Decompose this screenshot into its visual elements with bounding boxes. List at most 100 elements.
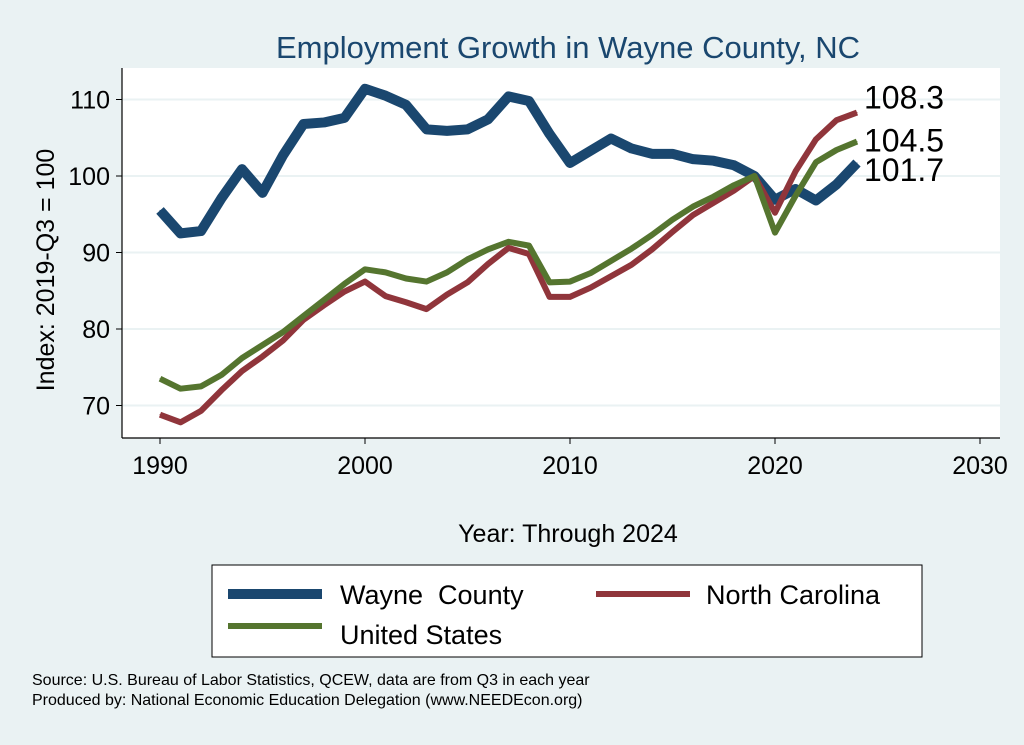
data-point: [262, 356, 263, 358]
data-point: [610, 138, 612, 140]
data-point: [651, 153, 653, 155]
data-point: [713, 160, 714, 162]
data-point: [692, 206, 694, 208]
data-point: [446, 130, 448, 132]
legend-label: United States: [340, 620, 502, 650]
data-point: [282, 339, 284, 341]
data-point: [405, 104, 407, 106]
data-point: [856, 141, 858, 143]
data-point: [815, 199, 817, 201]
data-point: [323, 299, 325, 301]
data-point: [323, 304, 325, 306]
end-label: 104.5: [864, 123, 944, 159]
data-point: [180, 388, 181, 390]
x-tick-label: 1990: [132, 452, 188, 480]
data-point: [528, 245, 530, 247]
data-point: [836, 119, 837, 121]
end-label: 108.3: [864, 80, 944, 116]
data-point: [303, 315, 304, 317]
data-point: [467, 258, 468, 260]
legend-label: North Carolina: [706, 580, 881, 610]
x-tick-label: 2030: [952, 452, 1008, 480]
x-tick-label: 2010: [542, 452, 598, 480]
data-point: [733, 190, 735, 192]
data-point: [856, 112, 858, 114]
data-point: [221, 197, 222, 199]
data-point: [508, 95, 509, 97]
x-axis-label: Year: Through 2024: [458, 520, 678, 548]
data-point: [323, 121, 325, 123]
data-point: [364, 88, 366, 90]
data-point: [692, 158, 694, 160]
data-point: [241, 370, 243, 372]
data-point: [200, 410, 202, 412]
data-point: [385, 271, 386, 273]
data-point: [651, 234, 653, 236]
y-tick-label: 100: [68, 163, 110, 191]
data-point: [508, 241, 509, 243]
data-point: [282, 154, 284, 156]
data-point: [426, 308, 427, 310]
data-point: [364, 281, 366, 283]
data-point: [569, 296, 571, 298]
data-point: [631, 264, 632, 266]
data-point: [344, 283, 345, 285]
data-point: [713, 202, 714, 204]
y-tick-label: 80: [82, 316, 110, 344]
data-point: [467, 281, 468, 283]
data-point: [487, 248, 489, 250]
data-point: [610, 275, 612, 277]
data-point: [467, 128, 468, 130]
data-point: [303, 123, 304, 125]
y-tick-label: 70: [82, 393, 110, 421]
data-point: [508, 247, 509, 249]
legend: [211, 564, 923, 658]
data-point: [282, 331, 284, 333]
data-point: [487, 118, 489, 120]
x-tick-label: 2020: [747, 452, 803, 480]
y-tick-label: 110: [70, 87, 110, 115]
data-point: [672, 219, 673, 221]
data-point: [590, 150, 591, 152]
data-point: [262, 344, 263, 346]
producer-note: Produced by: National Economic Education…: [32, 692, 583, 709]
data-point: [569, 162, 571, 164]
data-point: [672, 153, 673, 155]
data-point: [549, 281, 550, 283]
y-axis-label: Index: 2019-Q3 = 100: [32, 149, 60, 392]
data-point: [221, 389, 222, 391]
data-point: [426, 128, 427, 130]
data-point: [344, 291, 345, 293]
data-point: [631, 248, 632, 250]
data-point: [159, 378, 161, 380]
data-point: [446, 294, 448, 296]
data-point: [385, 295, 386, 297]
data-point: [672, 231, 673, 233]
data-point: [774, 212, 776, 214]
data-point: [795, 188, 796, 190]
data-point: [590, 272, 591, 274]
end-label: 101.7: [864, 152, 944, 188]
data-point: [385, 95, 386, 97]
data-point: [241, 357, 243, 359]
data-point: [180, 232, 181, 234]
data-point: [364, 268, 366, 270]
chart-title: Employment Growth in Wayne County, NC: [276, 30, 860, 65]
x-tick-label: 2000: [337, 452, 393, 480]
data-point: [754, 175, 755, 177]
data-point: [487, 263, 489, 265]
data-point: [836, 183, 837, 185]
data-point: [528, 100, 530, 102]
data-point: [528, 253, 530, 255]
data-point: [590, 287, 591, 289]
data-point: [692, 214, 694, 216]
data-point: [651, 248, 653, 250]
source-note: Source: U.S. Bureau of Labor Statistics,…: [32, 672, 590, 689]
data-point: [344, 117, 345, 119]
data-point: [610, 260, 612, 262]
data-point: [221, 374, 222, 376]
data-point: [733, 184, 735, 186]
data-point: [795, 195, 796, 197]
